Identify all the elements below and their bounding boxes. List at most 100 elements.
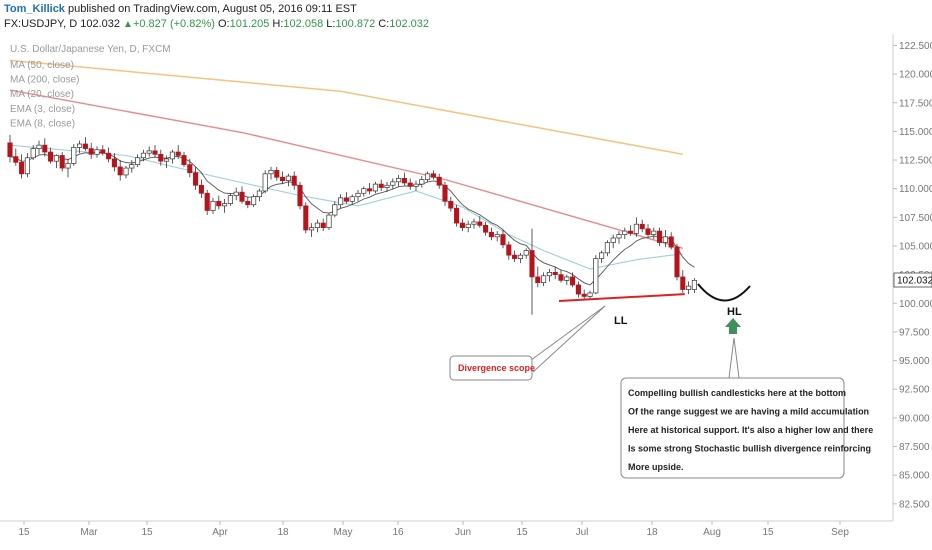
candle-down	[645, 228, 651, 235]
legend-entry: EMA (3, close)	[10, 104, 75, 115]
published-text: published on TradingView.com, August 05,…	[68, 3, 357, 15]
candle-down	[320, 222, 326, 229]
candle-down	[198, 184, 204, 194]
ma20-line	[9, 144, 683, 270]
candle-up	[146, 150, 152, 154]
candle-up	[494, 234, 500, 238]
x-tick-label: 15	[18, 527, 30, 538]
candle-up	[140, 152, 146, 159]
y-tick-label: 85.000	[899, 471, 930, 482]
note-pointer	[728, 337, 735, 379]
x-tick-label: 15	[141, 527, 153, 538]
candle-down	[13, 156, 19, 163]
y-tick-label: 120.000	[899, 70, 932, 81]
candle-up	[309, 227, 315, 231]
candle-up	[326, 214, 332, 229]
candle-up	[251, 196, 257, 206]
close-value: 102.032	[389, 18, 430, 30]
candle-up	[593, 258, 599, 294]
legend-entry: MA (20, close)	[10, 89, 74, 100]
candle-up	[222, 203, 228, 207]
hl-label: HL	[727, 306, 742, 318]
candle-down	[581, 293, 587, 297]
candle-up	[413, 183, 419, 187]
ma200-line	[9, 59, 683, 156]
candle-down	[239, 191, 245, 202]
candle-up	[610, 237, 616, 243]
candle-down	[477, 221, 483, 226]
candle-up	[546, 271, 552, 277]
candle-down	[668, 236, 674, 248]
y-tick-label: 112.500	[899, 156, 932, 167]
up-arrow-icon: ▲	[123, 19, 133, 30]
high-value: 102.058	[283, 18, 324, 30]
y-tick-label: 97.500	[899, 327, 930, 338]
candle-up	[355, 192, 361, 198]
candle-up	[30, 148, 36, 159]
legend-entry: MA (50, close)	[10, 60, 74, 71]
candle-down	[639, 223, 645, 230]
candle-down	[483, 225, 489, 233]
candle-up	[227, 195, 233, 204]
candle-down	[303, 205, 309, 231]
author-link[interactable]: Tom_Killick	[4, 3, 65, 15]
candle-down	[558, 274, 564, 281]
close-label: C:	[378, 18, 390, 30]
last-price-box	[893, 272, 932, 288]
candle-down	[245, 200, 251, 206]
candle-up	[465, 223, 471, 229]
note-pointer	[733, 337, 740, 379]
candle-down	[436, 176, 442, 186]
candle-down	[88, 148, 94, 155]
x-tick-label: 15	[516, 527, 528, 538]
y-tick-label: 87.500	[899, 442, 930, 453]
candle-up	[285, 175, 291, 182]
ohlc-line: FX:USDJPY, D 102.032 ▲+0.827 (+0.82%) O:…	[4, 18, 429, 30]
support-line	[558, 293, 685, 302]
chart-legend: U.S. Dollar/Japanese Yen, D, FXCM MA (50,…	[10, 44, 171, 129]
hl-curve	[697, 283, 751, 302]
candle-up	[564, 276, 570, 281]
candle-down	[187, 164, 193, 174]
candle-up	[268, 170, 274, 175]
symbol-label: FX:USDJPY, D	[4, 18, 78, 30]
candle-up	[129, 164, 135, 169]
candle-up	[349, 196, 355, 202]
candle-down	[448, 200, 454, 209]
candle-down	[291, 175, 297, 186]
candle-up	[622, 230, 628, 235]
candle-up	[210, 200, 216, 211]
candle-down	[552, 271, 558, 275]
x-tick-label: Aug	[703, 527, 721, 538]
candle-down	[100, 149, 106, 154]
candle-down	[430, 173, 436, 178]
candle-down	[82, 143, 88, 149]
candle-down	[500, 234, 506, 246]
candle-up	[256, 190, 262, 198]
legend-entry: EMA (8, close)	[10, 118, 75, 129]
candle-down	[7, 142, 13, 157]
y-tick-label: 90.000	[899, 413, 930, 424]
candle-up	[425, 173, 431, 180]
moving-averages	[9, 59, 695, 286]
x-tick-label: Jun	[455, 527, 471, 538]
candle-down	[401, 178, 407, 184]
candles	[7, 134, 697, 315]
change-value: +0.827 (+0.82%)	[132, 18, 215, 30]
candle-down	[488, 231, 494, 238]
note-line: More upside.	[628, 462, 684, 472]
price-chart[interactable]: LL HL Divergence scope Compelling bullish c…	[0, 34, 932, 550]
chart-grid	[0, 34, 894, 522]
candle-up	[691, 280, 697, 290]
note-line: Is some strong Stochastic bullish diverg…	[628, 444, 871, 454]
candle-down	[535, 276, 541, 284]
candle-up	[372, 183, 378, 192]
candle-down	[48, 151, 54, 162]
candle-up	[169, 151, 175, 160]
note-line: Compelling bullish candlesticks here at …	[628, 388, 846, 398]
candle-down	[459, 222, 465, 229]
candle-down	[575, 284, 581, 295]
candle-down	[378, 183, 384, 188]
candle-down	[19, 161, 25, 175]
candle-down	[680, 276, 686, 290]
